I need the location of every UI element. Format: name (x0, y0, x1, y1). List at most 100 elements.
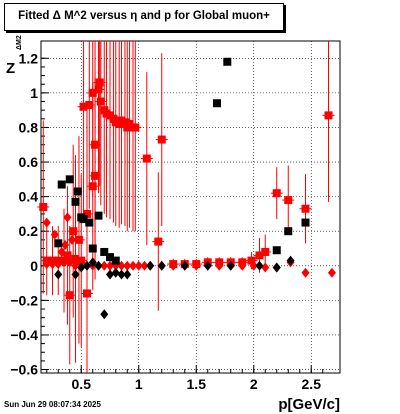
data-point-square (247, 256, 256, 265)
y-tick-label: 1 (30, 85, 38, 101)
plot-frame (40, 40, 341, 374)
x-tick-label: 1.5 (187, 376, 207, 392)
data-point-square (69, 227, 78, 236)
data-point-diamond (226, 260, 235, 271)
data-point-diamond (129, 260, 137, 271)
data-point-square (74, 235, 83, 244)
data-point-diamond (301, 267, 310, 278)
x-tick-label: 2.5 (302, 376, 322, 392)
data-point-square (94, 211, 103, 220)
data-point-diamond (61, 240, 70, 251)
data-point-square (77, 256, 86, 265)
data-point-diamond (111, 267, 120, 278)
data-point-diamond (68, 234, 77, 245)
data-point-square (111, 256, 120, 265)
data-point-square (63, 251, 72, 260)
data-point-square (284, 227, 293, 236)
data-point-diamond (100, 260, 109, 271)
data-point-diamond (50, 229, 59, 240)
data-point-square (39, 203, 48, 211)
data-point-square (96, 97, 105, 106)
data-point-square (100, 247, 109, 256)
y-tick-label: −0.4 (10, 327, 38, 343)
data-point-square (94, 85, 103, 94)
data-point-diamond (100, 309, 109, 320)
data-point-square (71, 197, 80, 206)
data-point-diamond (192, 260, 201, 271)
y-tick-label: 0.8 (19, 119, 39, 135)
data-point-diamond (180, 260, 189, 271)
data-point-square (65, 175, 74, 184)
y-tick-label: −0.6 (10, 362, 38, 378)
x-tick-label: 2 (250, 376, 258, 392)
data-point-diamond (42, 217, 51, 228)
data-point-diamond (140, 260, 149, 271)
data-point-diamond (71, 260, 80, 271)
data-point-diamond (94, 260, 103, 271)
data-point-diamond (238, 260, 247, 271)
data-point-square (79, 215, 88, 224)
y-tick-label: −0.2 (10, 292, 38, 308)
data-point-square (272, 246, 281, 255)
data-point-diamond (146, 260, 155, 271)
x-tick-label: 1 (135, 376, 143, 392)
data-point-square (88, 182, 97, 191)
data-point-square (73, 187, 82, 196)
data-point-diamond (48, 259, 57, 270)
data-point-diamond (123, 260, 132, 271)
data-point-square (120, 118, 129, 127)
chart-title-box: Fitted Δ M^2 versus η and p for Global m… (4, 3, 284, 31)
data-point-square (65, 291, 74, 300)
data-point-diamond (77, 262, 86, 273)
data-point-square (212, 99, 221, 108)
x-axis-label: p[GeV/c] (278, 396, 340, 413)
data-point-diamond (71, 269, 80, 280)
data-point-diamond (255, 260, 264, 271)
data-point-diamond (215, 260, 224, 271)
data-point-diamond (88, 257, 97, 268)
data-point-diamond (249, 260, 258, 271)
data-point-diamond (134, 260, 143, 271)
data-point-square (95, 78, 104, 87)
data-point-square (261, 247, 270, 256)
y-tick-label: 0.2 (19, 223, 39, 239)
data-point-square (79, 102, 88, 111)
timestamp-footer: Sun Jun 29 08:07:34 2025 (4, 400, 101, 409)
data-point-square (88, 244, 97, 253)
chart-title: Fitted Δ M^2 versus η and p for Global m… (18, 10, 270, 22)
data-point-diamond (106, 269, 114, 280)
data-point-diamond (157, 260, 166, 271)
data-point-square (83, 209, 91, 218)
data-point-diamond (42, 259, 51, 270)
y-tick-label: 0 (30, 258, 38, 274)
data-point-square (85, 100, 94, 109)
data-point-square (301, 204, 310, 213)
data-point-diamond (272, 262, 281, 273)
data-point-diamond (327, 267, 336, 278)
y-tick-label: 1.2 (19, 50, 39, 66)
data-point-square (106, 253, 114, 262)
data-point-square (131, 123, 140, 132)
data-point-square (255, 251, 264, 260)
y-tick-label: 0.4 (19, 189, 39, 205)
data-point-square (284, 196, 293, 205)
data-point-square (301, 218, 310, 227)
data-point-square (272, 189, 281, 198)
x-tick-label: 0.5 (72, 376, 92, 392)
y-axis-label: Z ΔM2 (2, 35, 26, 77)
data-point-square (91, 171, 100, 180)
y-tick-label: 0.6 (19, 154, 39, 170)
data-point-square (324, 111, 333, 120)
data-point-diamond (286, 255, 295, 266)
y-axis-label-main: Z (6, 60, 16, 77)
data-point-square (57, 180, 66, 189)
data-point-diamond (63, 212, 72, 223)
data-point-diamond (123, 269, 132, 280)
data-point-square (154, 237, 163, 246)
data-point-diamond (65, 257, 74, 268)
data-point-square (71, 254, 80, 263)
data-point-diamond (261, 262, 270, 273)
data-point-diamond (83, 260, 91, 271)
data-point-square (54, 239, 63, 248)
data-point-diamond (203, 260, 212, 271)
